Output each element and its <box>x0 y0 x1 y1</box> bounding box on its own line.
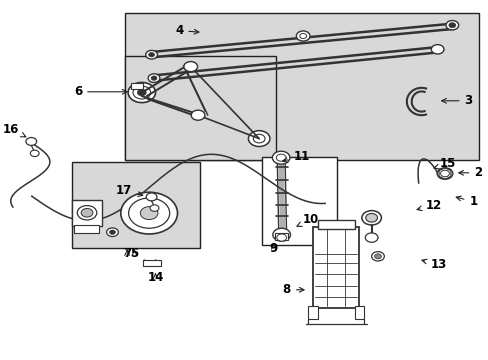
Circle shape <box>272 228 290 241</box>
Circle shape <box>276 234 286 241</box>
Circle shape <box>371 252 384 261</box>
Circle shape <box>148 74 160 82</box>
Circle shape <box>26 138 37 145</box>
Bar <box>131 83 143 89</box>
Text: 8: 8 <box>282 283 304 296</box>
Circle shape <box>128 82 155 103</box>
Bar <box>74 225 99 233</box>
Bar <box>142 260 161 266</box>
Circle shape <box>128 198 169 228</box>
Circle shape <box>109 230 115 234</box>
Circle shape <box>276 154 285 161</box>
Circle shape <box>106 228 118 237</box>
Circle shape <box>146 193 157 201</box>
Bar <box>354 306 364 319</box>
FancyBboxPatch shape <box>124 13 478 160</box>
Bar <box>72 200 102 226</box>
FancyBboxPatch shape <box>261 157 337 245</box>
Text: 11: 11 <box>282 150 309 163</box>
Text: 16: 16 <box>3 123 26 137</box>
Circle shape <box>30 150 39 157</box>
Text: 3: 3 <box>441 94 472 107</box>
Circle shape <box>191 110 204 120</box>
Circle shape <box>137 89 146 96</box>
Text: 5: 5 <box>130 247 138 260</box>
Circle shape <box>121 192 177 234</box>
Circle shape <box>365 233 377 242</box>
Text: 1: 1 <box>455 195 477 208</box>
Text: 4: 4 <box>175 24 199 37</box>
Circle shape <box>148 53 154 57</box>
Circle shape <box>448 23 455 28</box>
Circle shape <box>365 213 377 222</box>
Bar <box>317 220 354 229</box>
Text: 14: 14 <box>147 271 163 284</box>
Circle shape <box>248 131 269 147</box>
Text: 12: 12 <box>416 199 441 212</box>
Bar <box>275 233 287 240</box>
Text: 6: 6 <box>74 85 127 98</box>
Circle shape <box>440 170 448 177</box>
Text: 13: 13 <box>421 258 446 271</box>
FancyBboxPatch shape <box>72 162 199 248</box>
Circle shape <box>133 86 150 99</box>
Circle shape <box>430 45 443 54</box>
Circle shape <box>151 76 157 80</box>
Circle shape <box>299 33 306 39</box>
FancyBboxPatch shape <box>124 56 276 160</box>
Circle shape <box>436 168 452 179</box>
Circle shape <box>445 21 458 30</box>
Circle shape <box>183 62 197 72</box>
Text: 7: 7 <box>123 247 131 260</box>
Bar <box>307 306 317 319</box>
Circle shape <box>296 31 309 41</box>
Text: 10: 10 <box>296 213 319 226</box>
Circle shape <box>81 208 93 217</box>
Circle shape <box>77 206 97 220</box>
Circle shape <box>150 205 159 211</box>
Circle shape <box>145 50 157 59</box>
Text: 9: 9 <box>269 242 277 255</box>
Text: 15: 15 <box>433 157 455 170</box>
Circle shape <box>140 207 158 220</box>
Text: 2: 2 <box>458 166 482 179</box>
Circle shape <box>253 134 264 143</box>
Bar <box>312 227 359 308</box>
Circle shape <box>374 254 381 259</box>
Circle shape <box>361 211 381 225</box>
Text: 17: 17 <box>116 184 142 197</box>
Circle shape <box>272 151 289 164</box>
